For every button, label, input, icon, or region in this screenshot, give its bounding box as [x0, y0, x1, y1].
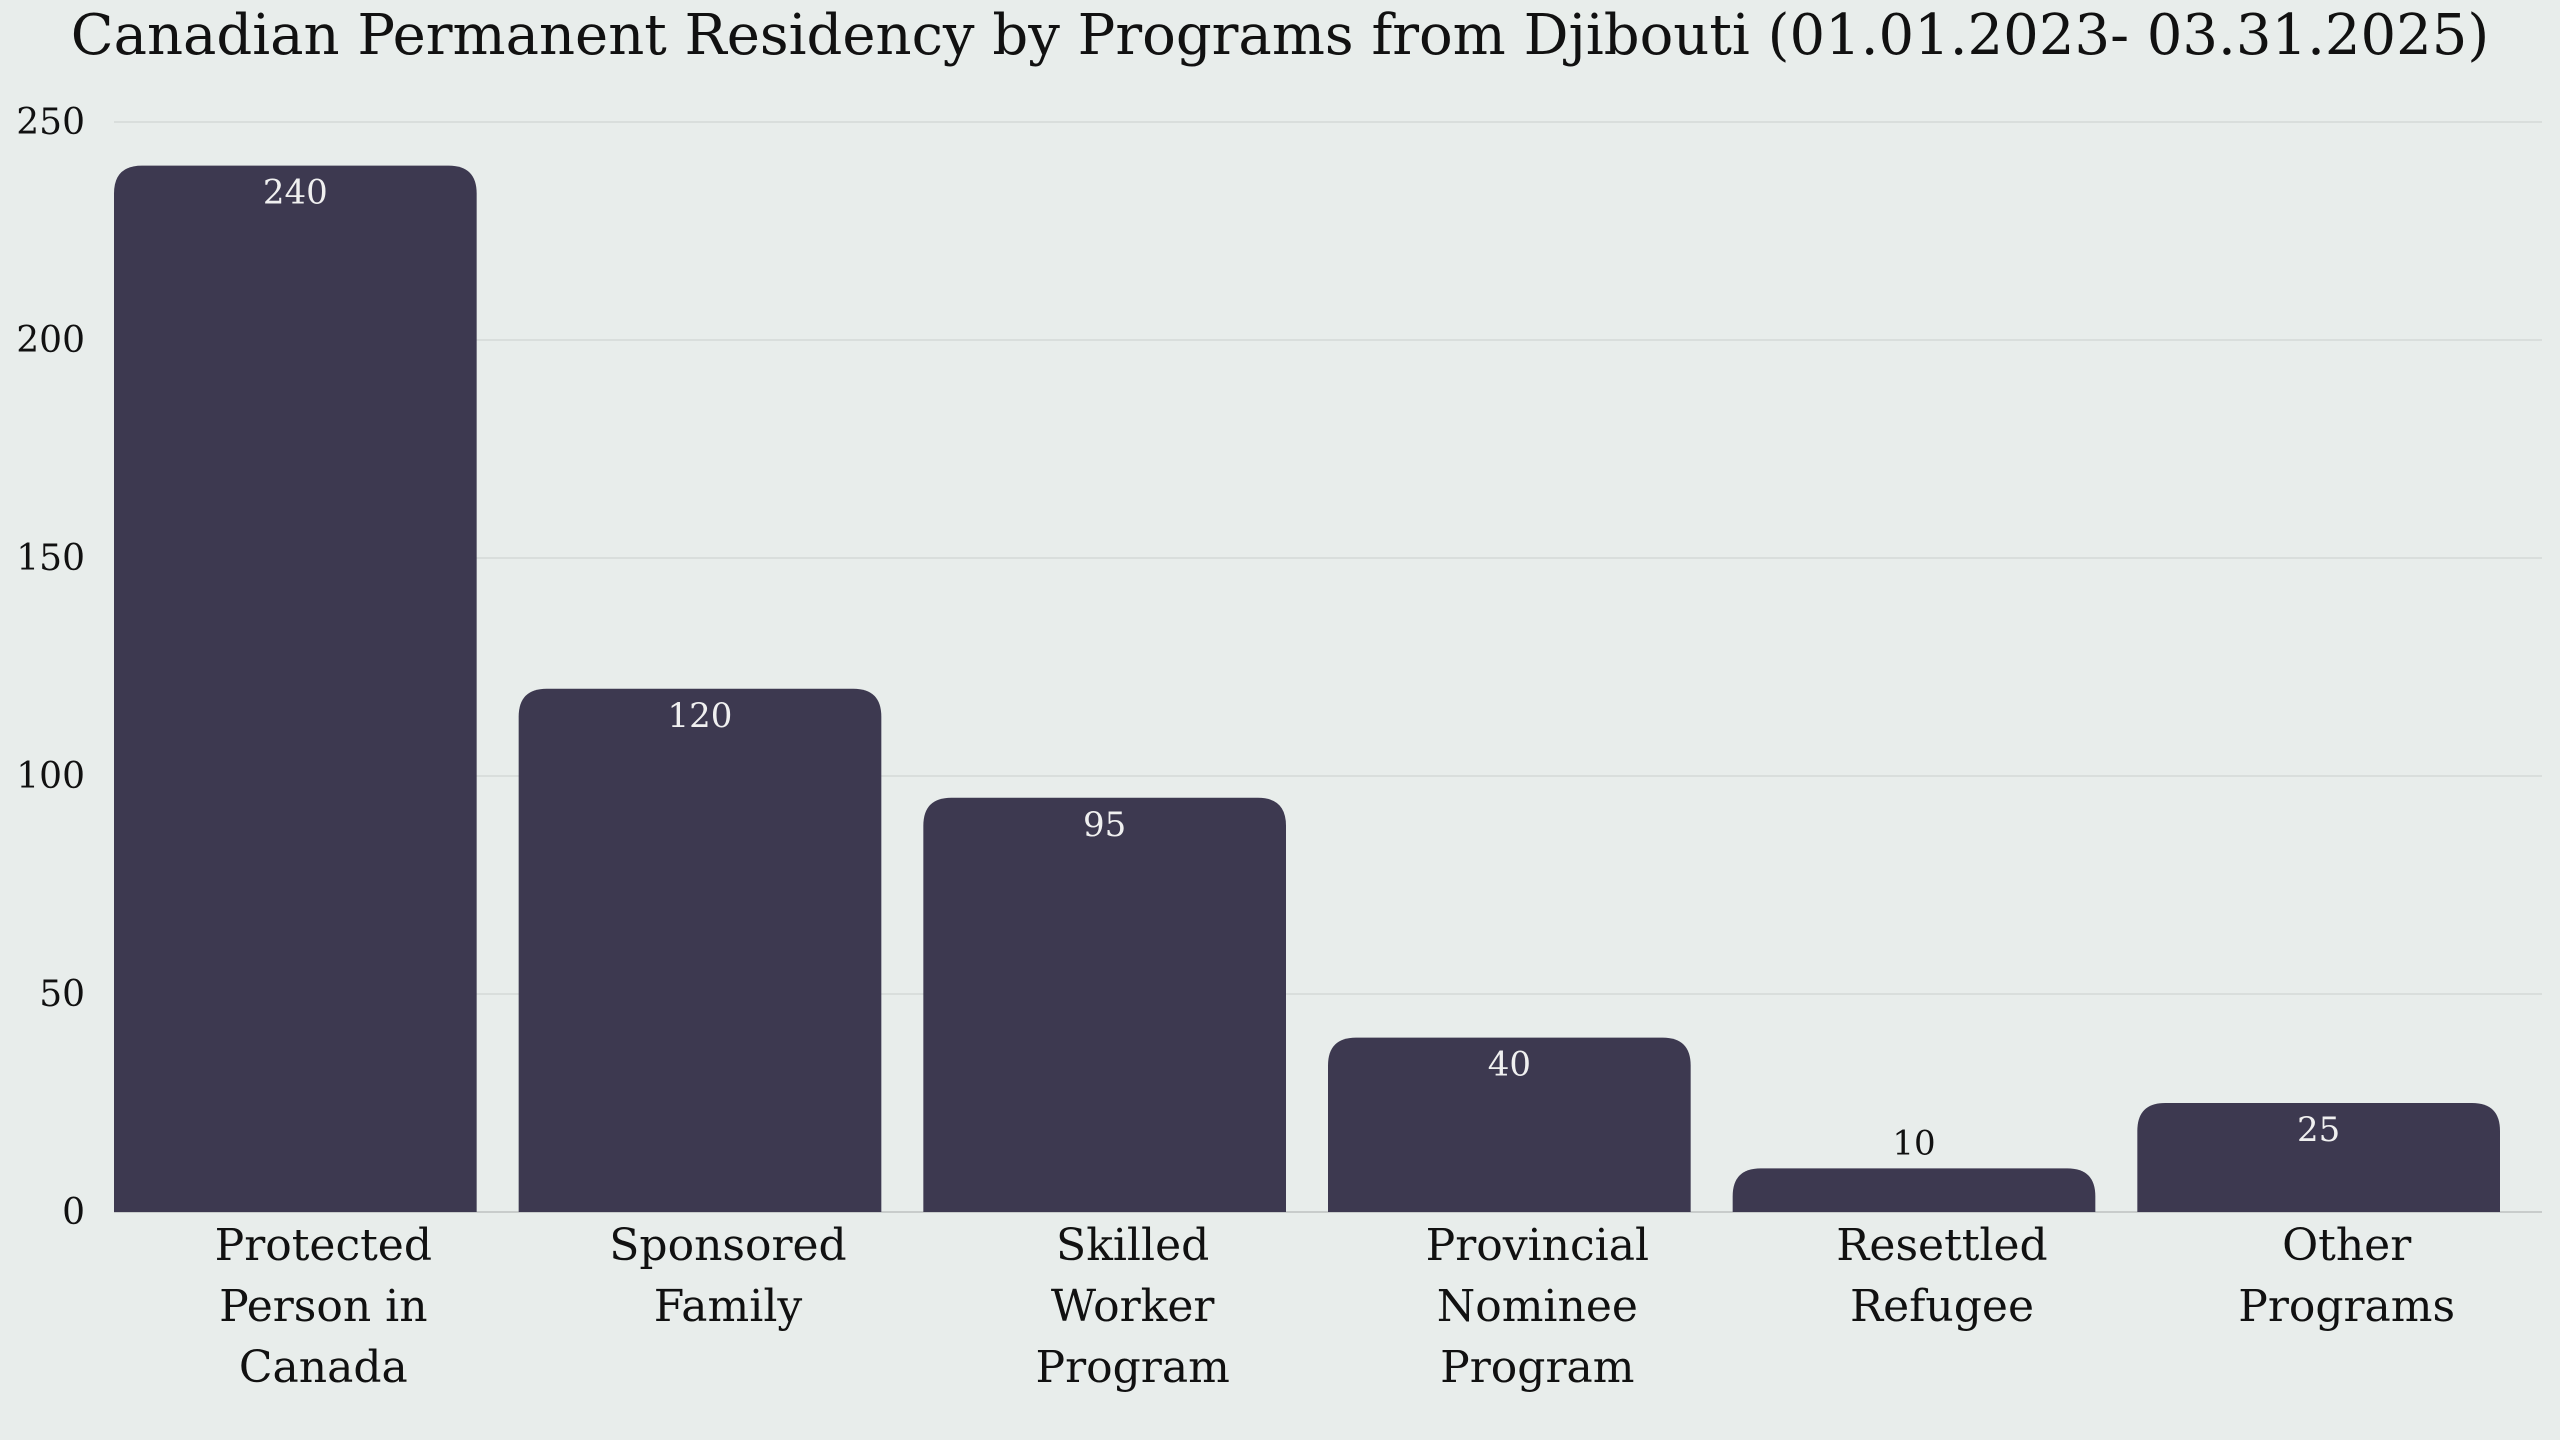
x-tick-label-line: Skilled [1056, 1220, 1209, 1271]
bars: 240 120 95 40 10 25 [114, 165, 2500, 1213]
bar-value-label: 40 [1488, 1045, 1531, 1085]
bar [518, 688, 882, 1212]
x-tick-label-line: Other [2282, 1220, 2412, 1271]
bar-value-label: 120 [668, 696, 733, 736]
x-tick-label-line: Provincial [1426, 1220, 1649, 1271]
x-tick-label: Sponsored Family [609, 1220, 846, 1332]
chart-title: Canadian Permanent Residency by Programs… [71, 3, 2490, 68]
x-tick-label: Skilled Worker Program [1036, 1220, 1230, 1393]
bar [2137, 1103, 2500, 1212]
bar-value-label: 95 [1083, 805, 1126, 845]
y-tick-label: 200 [16, 320, 85, 361]
x-tick-label-line: Refugee [1850, 1281, 2034, 1332]
x-tick-label-line: Canada [239, 1342, 408, 1393]
y-tick-label: 100 [16, 756, 85, 797]
x-tick-label-line: Program [1440, 1342, 1634, 1393]
x-tick-label-line: Nominee [1437, 1281, 1638, 1332]
bar [114, 165, 477, 1213]
x-tick-label: Other Programs [2238, 1220, 2455, 1332]
x-tick-label: Provincial Nominee Program [1426, 1220, 1649, 1393]
y-tick-label: 150 [16, 538, 85, 579]
y-tick-label: 0 [62, 1192, 85, 1233]
gridlines [114, 121, 2542, 1213]
x-tick-label: Protected Person in Canada [215, 1220, 432, 1393]
y-tick-label: 50 [39, 974, 85, 1015]
bar-value-label: 10 [1892, 1123, 1935, 1163]
x-tick-label-line: Sponsored [609, 1220, 846, 1271]
bar-value-label: 240 [263, 173, 328, 213]
x-tick-label-line: Worker [1051, 1281, 1215, 1332]
x-tick-label: Resettled Refugee [1836, 1220, 2047, 1332]
y-tick-label: 250 [16, 102, 85, 143]
bar [1732, 1168, 2096, 1212]
bar [923, 797, 1286, 1212]
x-tick-label-line: Resettled [1836, 1220, 2047, 1271]
bar [1328, 1037, 1691, 1212]
y-axis-ticks: 0 50 100 150 200 250 [16, 102, 85, 1233]
x-tick-label-line: Programs [2238, 1281, 2455, 1332]
x-tick-label-line: Program [1036, 1342, 1230, 1393]
x-tick-label-line: Family [654, 1281, 803, 1332]
x-tick-label-line: Person in [219, 1281, 428, 1332]
x-tick-label-line: Protected [215, 1220, 432, 1271]
bar-value-label: 25 [2297, 1110, 2340, 1150]
